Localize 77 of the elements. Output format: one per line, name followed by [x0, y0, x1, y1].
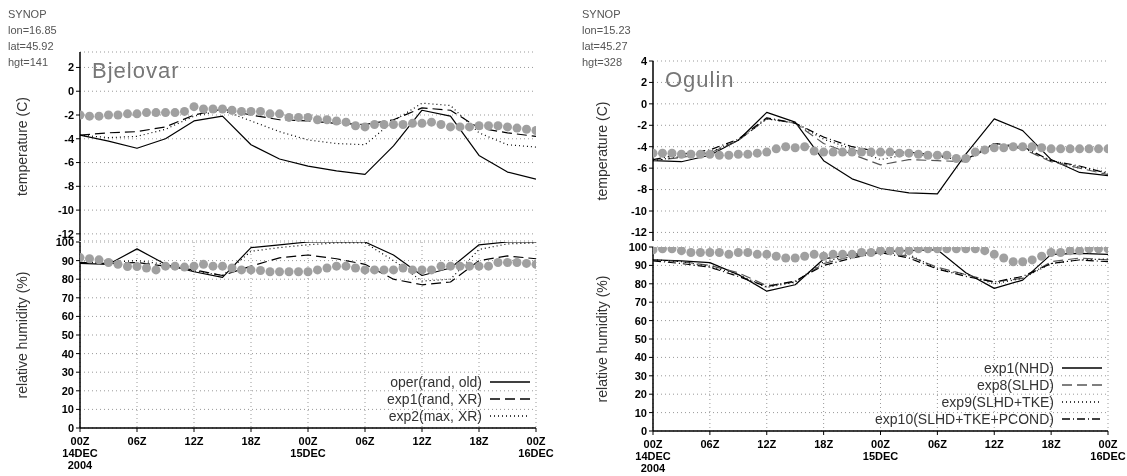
text: lon=16.85 — [8, 23, 57, 38]
x-tick-label: 00Z 15DEC — [862, 438, 899, 462]
x-tick-label: 12Z — [984, 438, 1004, 450]
y-axis-title: temperature (C) — [593, 101, 610, 201]
y-tick-label: -12 — [58, 227, 74, 240]
legend-label: oper(rand, old) — [390, 373, 482, 390]
x-tick-label: 18Z — [469, 435, 489, 447]
x-tick-label: 18Z — [241, 435, 261, 447]
y-tick-label: 0 — [67, 85, 74, 98]
y-tick-label: 60 — [634, 314, 647, 327]
y-tick-label: -2 — [637, 119, 647, 132]
x-tick-label: 00Z 16DEC — [1090, 438, 1126, 462]
legend-label: exp9(SLHD+TKE) — [941, 393, 1054, 410]
y-tick-label: 80 — [61, 273, 74, 286]
y-tick-label: 40 — [61, 347, 74, 360]
y-axis-title: temperature (C) — [13, 97, 30, 196]
y-tick-label: 50 — [61, 328, 74, 341]
text: lon=15.23 — [582, 23, 631, 38]
y-tick-label: 60 — [61, 310, 74, 323]
y-tick-label: 10 — [61, 403, 74, 416]
y-tick-label: 100 — [628, 240, 647, 253]
y-tick-label: -8 — [637, 183, 647, 196]
chart-title: Bjelovar — [92, 58, 180, 84]
x-tick-label: 00Z 14DEC 2004 — [635, 438, 671, 474]
x-tick-label: 12Z — [412, 435, 432, 447]
y-axis-title: relative humidity (%) — [593, 275, 610, 403]
y-tick-label: 70 — [634, 296, 647, 309]
y-tick-label: 30 — [634, 369, 647, 382]
text: SYNOP — [582, 7, 622, 22]
y-tick-label: 30 — [61, 366, 74, 379]
y-tick-label: -4 — [64, 132, 75, 145]
y-tick-label: 70 — [61, 291, 74, 304]
x-tick-label: 00Z 15DEC — [290, 435, 326, 459]
y-tick-label: -8 — [64, 180, 74, 193]
y-tick-label: 40 — [634, 351, 647, 364]
text: SYNOP — [8, 7, 48, 22]
text: lat=45.92 — [8, 39, 55, 54]
y-tick-label: -2 — [64, 108, 74, 121]
y-tick-label: 80 — [634, 277, 647, 290]
y-tick-label: 0 — [67, 421, 74, 434]
x-tick-label: 12Z — [757, 438, 777, 450]
x-tick-label: 18Z — [814, 438, 834, 450]
y-tick-label: 50 — [634, 332, 647, 345]
y-tick-label: -12 — [631, 226, 647, 239]
y-tick-label: 0 — [640, 97, 647, 110]
y-tick-label: -6 — [637, 162, 647, 175]
x-tick-label: 06Z — [127, 435, 147, 447]
y-tick-label: -10 — [58, 204, 74, 216]
legend-label: exp1(NHD) — [983, 359, 1054, 376]
y-axis-title: relative humidity (%) — [13, 271, 30, 399]
x-tick-label: 06Z — [927, 438, 948, 450]
text: hgt=141 — [8, 55, 50, 70]
x-tick-label: 00Z 16DEC — [518, 435, 554, 459]
y-tick-label: -4 — [637, 140, 648, 153]
x-tick-label: 18Z — [1041, 438, 1061, 450]
x-tick-label: 06Z — [700, 438, 720, 450]
y-tick-label: 4 — [640, 54, 648, 67]
y-tick-label: -6 — [64, 156, 74, 169]
legend-label: exp10(SLHD+TKE+PCOND) — [875, 410, 1054, 427]
y-tick-label: 20 — [61, 384, 74, 397]
chart-title: Ogulin — [665, 67, 735, 93]
x-tick-label: 00Z 14DEC 2004 — [62, 435, 98, 471]
legend-label: exp8(SLHD) — [976, 376, 1054, 393]
x-tick-label: 06Z — [355, 435, 375, 447]
x-tick-label: 12Z — [184, 435, 204, 447]
y-tick-label: 90 — [634, 259, 647, 272]
y-tick-label: 90 — [61, 254, 74, 267]
y-tick-label: -10 — [631, 204, 647, 217]
y-tick-label: 20 — [634, 388, 647, 401]
y-tick-label: 2 — [640, 76, 647, 89]
legend-label: exp2(max, XR) — [388, 407, 482, 424]
y-tick-label: 0 — [640, 424, 647, 437]
text: lat=45.27 — [582, 39, 629, 54]
y-tick-label: 10 — [634, 406, 647, 419]
y-tick-label: 2 — [67, 61, 74, 74]
text: hgt=328 — [582, 55, 624, 70]
legend-label: exp1(rand, XR) — [387, 390, 482, 407]
